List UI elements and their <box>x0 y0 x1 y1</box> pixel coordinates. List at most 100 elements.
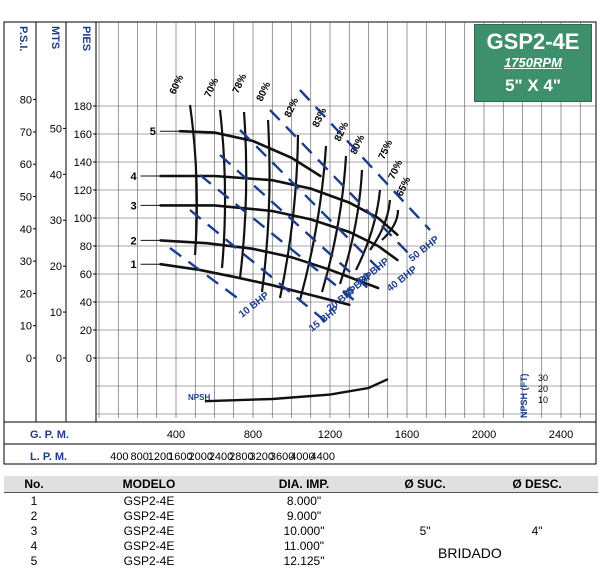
badge-rpm: 1750RPM <box>504 55 562 70</box>
efficiency-label: 80% <box>255 80 273 103</box>
x-tick-label: 400 <box>110 451 128 463</box>
npsh-line <box>204 378 389 403</box>
x-tick-label: 3600 <box>270 451 294 463</box>
badge-model: GSP2-4E <box>486 29 580 54</box>
x-tick-label: 4400 <box>311 451 335 463</box>
y-tick-label: 30 <box>20 256 32 268</box>
row-no: 4 <box>30 538 38 553</box>
header-discharge: Ø DESC. <box>476 476 598 493</box>
curve-label: 4 <box>130 171 137 183</box>
impeller-curves: 1 2 3 4 5 <box>130 126 399 307</box>
bhp-label: 50 BHP <box>407 234 442 264</box>
header-dia: DIA. IMP. <box>234 476 374 493</box>
discharge-text: 4" <box>531 523 543 538</box>
suction-text: 5" <box>419 523 431 538</box>
bhp-line <box>239 129 386 276</box>
row-dia: 10.000" <box>283 523 325 538</box>
y-tick-label: 50 <box>50 123 62 135</box>
model-badge: GSP2-4E 1750RPM 5" X 4" <box>474 24 592 102</box>
y-tick-label: 20 <box>80 325 92 337</box>
row-no: 5 <box>30 553 38 568</box>
row-model: GSP2-4E <box>123 523 175 538</box>
y-tick-label: 80 <box>20 95 32 107</box>
npsh-label: NPSH <box>188 393 210 402</box>
table-row: 4 GSP2-4E 11.000" <box>4 538 598 553</box>
x-axes: G. P. M.L. P. M.400 800 1200 1600 2000 240040… <box>4 421 596 463</box>
y-tick-label: 0 <box>26 353 32 365</box>
y-axis-label: P.S.I. <box>17 26 29 51</box>
npsh-tick-label: 20 <box>538 384 548 394</box>
row-model: GSP2-4E <box>123 508 175 523</box>
bhp-line <box>269 109 411 256</box>
bhp-line <box>189 209 331 326</box>
chart-frame <box>3 21 597 465</box>
suction-value: 5" <box>374 493 476 569</box>
efficiency-line <box>238 111 248 279</box>
x-tick-label: 800 <box>131 451 149 463</box>
x-tick-label: 2400 <box>549 429 573 441</box>
x-tick-label: 4000 <box>290 451 314 463</box>
efficiency-line <box>298 145 328 301</box>
bhp-line <box>199 174 361 306</box>
row-dia: 12.125" <box>283 553 325 568</box>
y-tick-label: 20 <box>50 261 62 273</box>
header-suction: Ø SUC. <box>374 476 477 493</box>
efficiency-line <box>188 104 198 256</box>
bhp-label: 40 BHP <box>385 264 420 294</box>
x-tick-label: 2000 <box>188 451 212 463</box>
y-tick-label: 70 <box>20 127 32 139</box>
y-tick-label: 10 <box>20 321 32 333</box>
table-row: 3 GSP2-4E 10.000" <box>4 523 598 538</box>
efficiency-label: 75% <box>377 138 395 161</box>
x-tick-label: 1600 <box>395 429 419 441</box>
row-no: 2 <box>30 508 38 523</box>
x-axis-label: G. P. M. <box>30 429 69 441</box>
efficiency-line <box>218 109 227 269</box>
row-dia: 8.000" <box>286 493 322 508</box>
table-row: 5 GSP2-4E 12.125" <box>4 553 598 568</box>
discharge-value: 4" <box>476 493 598 569</box>
impeller-curve-2 <box>159 239 380 290</box>
y-tick-label: 30 <box>50 215 62 227</box>
x-tick-label: 400 <box>167 429 185 441</box>
row-model: GSP2-4E <box>123 493 175 508</box>
y-tick-label: 100 <box>74 213 92 225</box>
header-no: No. <box>4 476 64 493</box>
y-tick-label: 0 <box>86 353 92 365</box>
y-tick-label: 20 <box>20 288 32 300</box>
efficiency-line <box>369 199 392 251</box>
x-tick-label: 2000 <box>472 429 496 441</box>
row-no: 3 <box>30 523 38 538</box>
y-tick-label: 50 <box>20 192 32 204</box>
y-tick-label: 40 <box>50 169 62 181</box>
row-no: 1 <box>30 493 38 508</box>
y-tick-label: 60 <box>80 269 92 281</box>
curve-label: 1 <box>130 259 136 271</box>
bhp-label: 30 BHP <box>357 256 392 286</box>
efficiency-line <box>338 169 364 285</box>
npsh-tick-label: 10 <box>538 395 548 405</box>
y-tick-label: 0 <box>56 353 62 365</box>
efficiency-label: 60% <box>168 73 186 96</box>
x-tick-label: 1200 <box>318 429 342 441</box>
y-tick-label: 10 <box>50 307 62 319</box>
y-tick-label: 80 <box>80 241 92 253</box>
efficiency-and-bhp-lines: 60% 70% 78% 80%82% 83%82%80% 75%70%65%10 BHP 1… <box>168 72 442 334</box>
impeller-curve-5 <box>178 129 322 178</box>
pump-curve-chart: P.S.I.01020304050607080MTS01020304050PIE… <box>3 21 597 465</box>
connection-type: BRIDADO <box>438 545 502 561</box>
y-tick-label: 40 <box>80 297 92 309</box>
efficiency-label: 70% <box>203 76 221 99</box>
efficiency-line <box>278 134 300 299</box>
efficiency-label: 82% <box>333 120 351 143</box>
x-tick-label: 2400 <box>209 451 233 463</box>
y-tick-label: 180 <box>74 101 92 113</box>
x-tick-label: 3200 <box>250 451 274 463</box>
row-model: GSP2-4E <box>123 538 175 553</box>
row-dia: 9.000" <box>286 508 322 523</box>
x-tick-label: 1600 <box>168 451 192 463</box>
row-dia: 11.000" <box>283 538 325 553</box>
y-tick-label: 140 <box>74 157 92 169</box>
badge-size: 5" X 4" <box>505 76 561 95</box>
